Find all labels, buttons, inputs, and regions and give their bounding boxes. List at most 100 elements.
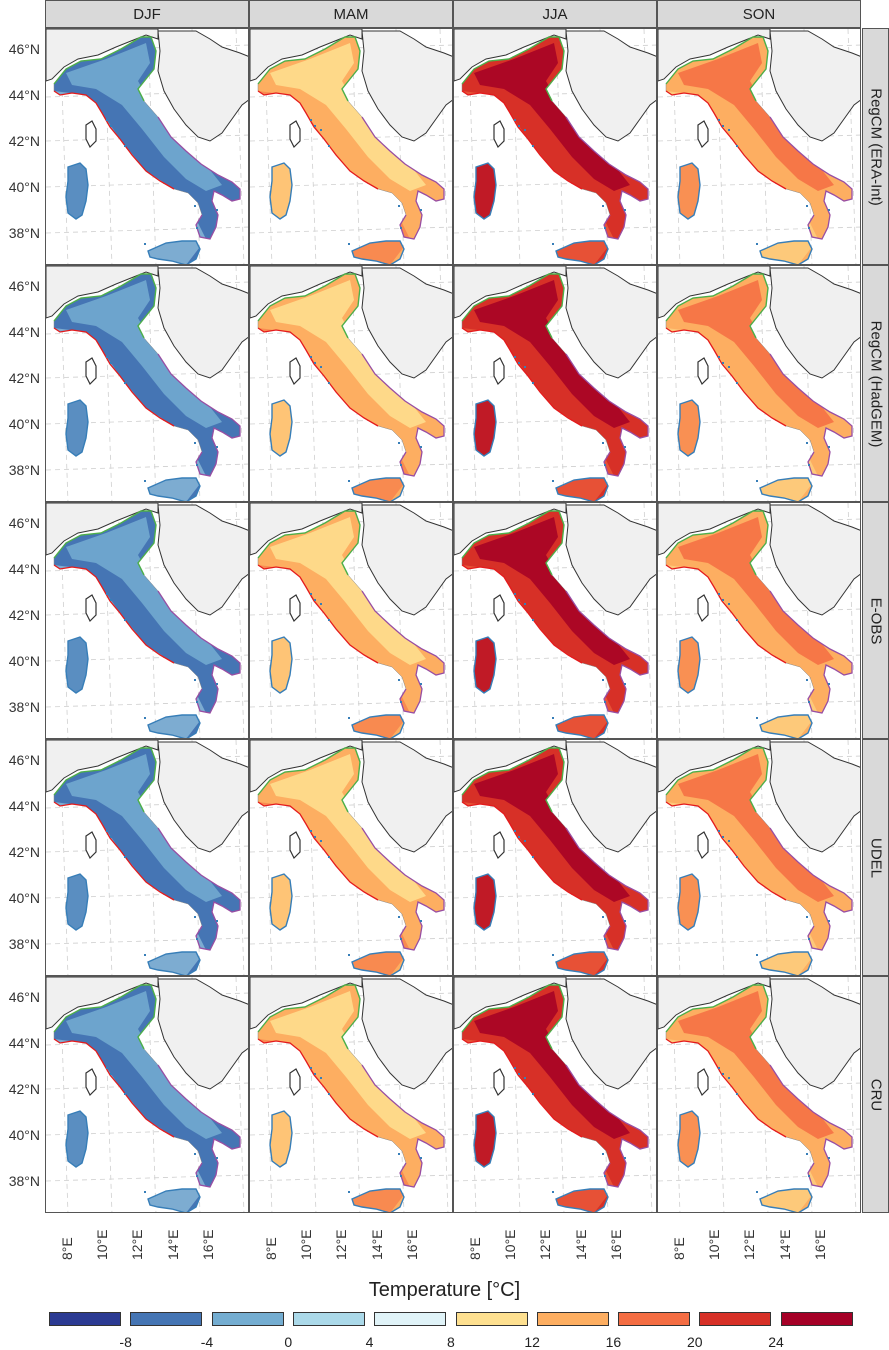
latitude-label: 40°N: [8, 1127, 40, 1143]
legend-tick-label: 12: [524, 1334, 540, 1350]
longitude-label: 10°E: [502, 1229, 518, 1260]
map-panel-son-row1: [657, 28, 861, 265]
longitude-label: 8°E: [263, 1237, 279, 1260]
legend-tick-label: 16: [605, 1334, 622, 1350]
legend-swatch: [536, 1312, 609, 1326]
longitude-label: 16°E: [200, 1229, 216, 1260]
longitude-label: 12°E: [741, 1229, 757, 1260]
latitude-label: 38°N: [8, 1173, 40, 1189]
latitude-label: 42°N: [8, 844, 40, 860]
temperature-map: [658, 977, 860, 1212]
temperature-map: [658, 29, 860, 264]
latitude-label: 38°N: [8, 699, 40, 715]
latitude-label: 44°N: [8, 561, 40, 577]
map-panel-jja-row5: [453, 976, 657, 1213]
temperature-map: [250, 740, 452, 975]
map-panel-son-row5: [657, 976, 861, 1213]
legend-swatch: [374, 1312, 447, 1326]
latitude-label: 38°N: [8, 936, 40, 952]
temperature-map: [454, 503, 656, 738]
map-panel-mam-row2: [249, 265, 453, 502]
longitude-label: 12°E: [537, 1229, 553, 1260]
legend-swatch: [292, 1312, 365, 1326]
temperature-map: [46, 503, 248, 738]
longitude-label: 8°E: [59, 1237, 75, 1260]
map-panel-mam-row5: [249, 976, 453, 1213]
map-panel-son-row2: [657, 265, 861, 502]
latitude-label: 44°N: [8, 1035, 40, 1051]
legend-swatch: [618, 1312, 691, 1326]
latitude-label: 46°N: [8, 989, 40, 1005]
legend-swatch: [699, 1312, 772, 1326]
map-panel-son-row3: [657, 502, 861, 739]
map-panel-djf-row5: [45, 976, 249, 1213]
longitude-label: 14°E: [165, 1229, 181, 1260]
temperature-map: [250, 29, 452, 264]
map-panel-mam-row4: [249, 739, 453, 976]
temperature-map: [46, 977, 248, 1212]
temperature-map: [658, 266, 860, 501]
temperature-map: [250, 266, 452, 501]
latitude-label: 44°N: [8, 324, 40, 340]
latitude-label: 40°N: [8, 653, 40, 669]
map-panel-jja-row1: [453, 28, 657, 265]
legend-tick-label: 24: [768, 1334, 784, 1350]
legend-tick-label: -4: [200, 1334, 214, 1350]
row-header-5: CRU: [862, 976, 889, 1213]
latitude-label: 42°N: [8, 133, 40, 149]
legend-title: Temperature [°C]: [368, 1279, 521, 1301]
latitude-label: 44°N: [8, 798, 40, 814]
latitude-label: 42°N: [8, 1081, 40, 1097]
map-panel-djf-row3: [45, 502, 249, 739]
row-header-2: RegCM (HadGEM): [862, 265, 889, 502]
latitude-label: 46°N: [8, 41, 40, 57]
longitude-label: 12°E: [129, 1229, 145, 1260]
map-panel-jja-row4: [453, 739, 657, 976]
column-header-mam: MAM: [249, 0, 453, 28]
longitude-label: 10°E: [94, 1229, 110, 1260]
longitude-label: 10°E: [706, 1229, 722, 1260]
legend-swatch: [455, 1312, 528, 1326]
row-header-3: E-OBS: [862, 502, 889, 739]
temperature-map: [454, 266, 656, 501]
latitude-label: 38°N: [8, 462, 40, 478]
temperature-map: [454, 29, 656, 264]
temperature-map: [658, 740, 860, 975]
latitude-label: 46°N: [8, 752, 40, 768]
longitude-label: 8°E: [467, 1237, 483, 1260]
temperature-map: [250, 977, 452, 1212]
latitude-label: 38°N: [8, 225, 40, 241]
legend-swatch: [211, 1312, 284, 1326]
map-panel-djf-row1: [45, 28, 249, 265]
column-header-djf: DJF: [45, 0, 249, 28]
map-panel-jja-row3: [453, 502, 657, 739]
temperature-map: [250, 503, 452, 738]
column-header-son: SON: [657, 0, 861, 28]
row-header-1: RegCM (ERA-Int): [862, 28, 889, 265]
map-panel-jja-row2: [453, 265, 657, 502]
latitude-label: 40°N: [8, 890, 40, 906]
latitude-label: 40°N: [8, 416, 40, 432]
temperature-map: [454, 740, 656, 975]
longitude-label: 16°E: [608, 1229, 624, 1260]
temperature-map: [454, 977, 656, 1212]
map-panel-djf-row4: [45, 739, 249, 976]
map-panel-djf-row2: [45, 265, 249, 502]
longitude-label: 10°E: [298, 1229, 314, 1260]
legend-swatch: [780, 1312, 853, 1326]
latitude-label: 44°N: [8, 87, 40, 103]
temperature-map: [46, 29, 248, 264]
legend-tick-label: 4: [365, 1334, 374, 1350]
latitude-label: 40°N: [8, 179, 40, 195]
map-panel-mam-row3: [249, 502, 453, 739]
latitude-label: 46°N: [8, 278, 40, 294]
legend-tick-label: 20: [686, 1334, 703, 1350]
legend-swatch: [49, 1312, 121, 1326]
map-panel-mam-row1: [249, 28, 453, 265]
longitude-label: 16°E: [812, 1229, 828, 1260]
longitude-label: 14°E: [777, 1229, 793, 1260]
map-panel-son-row4: [657, 739, 861, 976]
column-header-jja: JJA: [453, 0, 657, 28]
temperature-map: [46, 740, 248, 975]
latitude-label: 46°N: [8, 515, 40, 531]
